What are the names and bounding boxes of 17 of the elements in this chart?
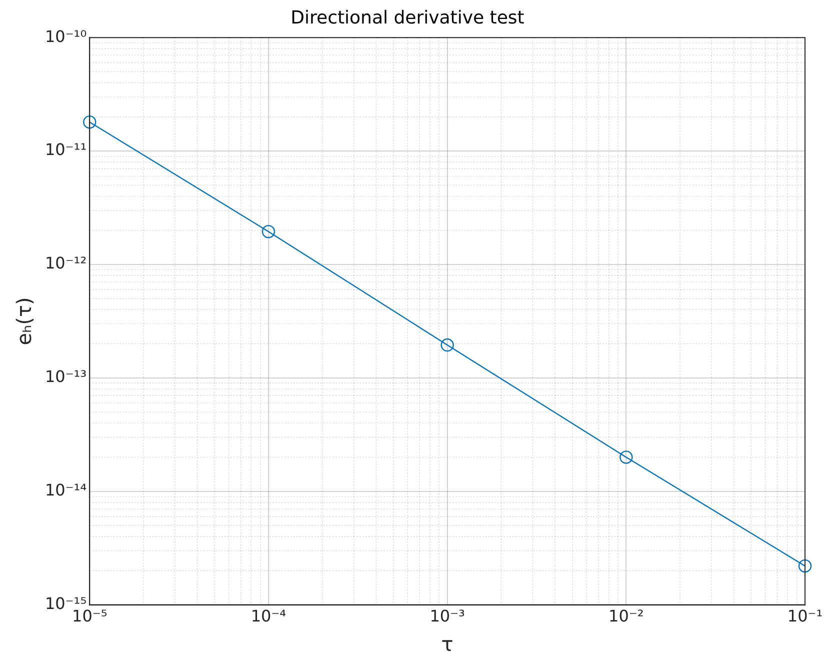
y-axis-title: eₕ(τ) [12, 297, 36, 346]
x-tick-label: 10⁻⁴ [250, 606, 286, 626]
y-tick-label: 10⁻¹⁰ [44, 26, 87, 46]
y-tick-label: 10⁻¹¹ [44, 140, 87, 160]
x-tick-label: 10⁻¹ [787, 606, 823, 626]
y-tick-label: 10⁻¹³ [44, 367, 87, 386]
point [440, 338, 454, 352]
x-tick-label: 10⁻³ [430, 606, 465, 626]
point [798, 559, 812, 573]
x-tick-label: 10⁻² [608, 606, 644, 626]
point [262, 224, 276, 238]
point [83, 115, 96, 129]
point [620, 450, 633, 464]
y-tick-label: 10⁻¹⁴ [44, 480, 87, 500]
chart-title: Directional derivative test [290, 7, 524, 28]
y-tick-label: 10⁻¹² [44, 254, 87, 273]
x-axis-title: τ [441, 632, 454, 656]
